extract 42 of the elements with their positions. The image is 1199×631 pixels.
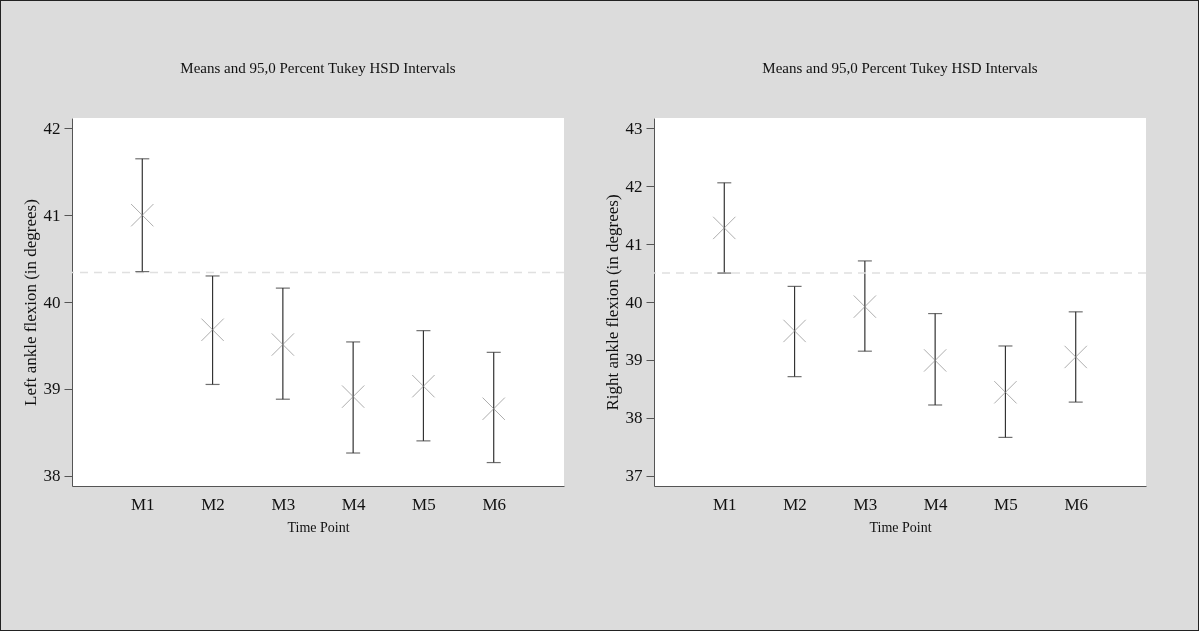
y-tick-label: 39 bbox=[43, 379, 61, 399]
x-tick-label: M6 bbox=[482, 494, 507, 514]
y-tick-label: 38 bbox=[625, 408, 643, 428]
chart-title: Means and 95,0 Percent Tukey HSD Intervals bbox=[762, 60, 1038, 76]
point bbox=[712, 216, 736, 240]
x-tick-label: M3 bbox=[853, 494, 878, 514]
point bbox=[341, 384, 365, 409]
y-axis-title: Right ankle flexion (in degrees) bbox=[602, 194, 622, 411]
y-tick-label: 42 bbox=[625, 176, 643, 196]
y-tick-label: 37 bbox=[625, 466, 643, 486]
y-tick-label: 39 bbox=[625, 350, 643, 370]
y-tick-label: 41 bbox=[43, 205, 61, 225]
y-tick-label: 38 bbox=[43, 466, 61, 486]
y-tick-label: 41 bbox=[625, 234, 643, 254]
chart-title: Means and 95,0 Percent Tukey HSD Intervals bbox=[180, 60, 456, 76]
point bbox=[993, 380, 1018, 404]
point bbox=[130, 203, 154, 227]
y-tick-label: 40 bbox=[43, 292, 61, 312]
point bbox=[1064, 345, 1088, 369]
point bbox=[482, 397, 506, 421]
x-axis-title: Time Point bbox=[287, 519, 350, 535]
x-tick-label: M2 bbox=[783, 494, 807, 514]
y-axis-title: Left ankle flexion (in degrees) bbox=[20, 199, 40, 406]
x-tick-label: M4 bbox=[341, 494, 366, 514]
x-axis-title: Time Point bbox=[869, 519, 932, 535]
x-tick-label: M6 bbox=[1064, 494, 1089, 514]
y-tick-label: 40 bbox=[625, 292, 643, 312]
y-tick-label: 43 bbox=[625, 118, 643, 138]
x-tick-label: M2 bbox=[201, 494, 225, 514]
y-tick-label: 42 bbox=[43, 118, 61, 138]
point bbox=[411, 374, 436, 398]
point bbox=[923, 348, 947, 373]
x-tick-label: M4 bbox=[923, 494, 948, 514]
point bbox=[782, 319, 807, 343]
x-tick-label: M1 bbox=[130, 494, 155, 514]
point bbox=[200, 318, 225, 342]
x-tick-label: M5 bbox=[994, 494, 1018, 514]
x-tick-label: M3 bbox=[271, 494, 296, 514]
x-tick-label: M1 bbox=[712, 494, 737, 514]
point bbox=[853, 294, 877, 319]
point bbox=[271, 332, 295, 357]
x-tick-label: M5 bbox=[412, 494, 436, 514]
